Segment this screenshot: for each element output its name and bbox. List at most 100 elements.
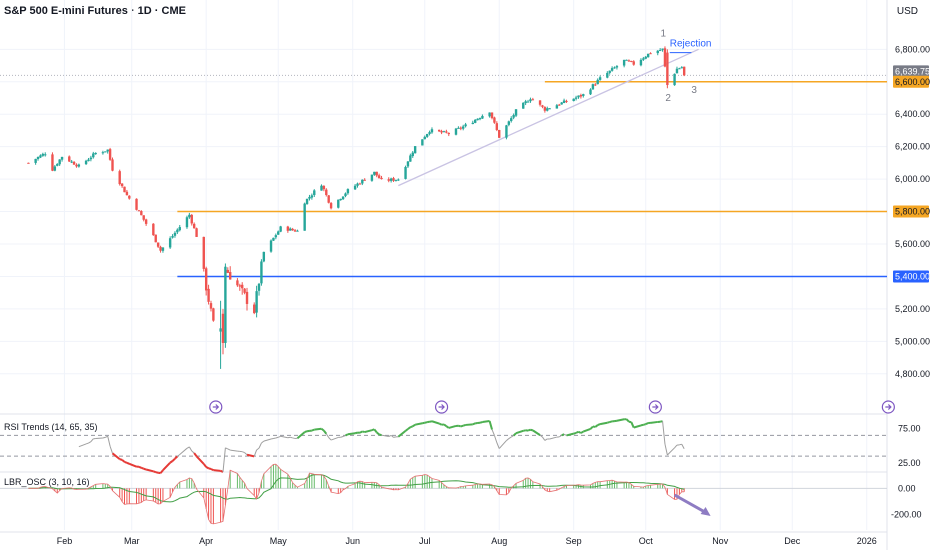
- rsi-segment: [140, 466, 145, 470]
- candle: [425, 133, 429, 138]
- candle: [291, 227, 294, 231]
- candle-body: [363, 179, 366, 181]
- candle-body: [644, 56, 647, 59]
- candle-body: [137, 210, 141, 212]
- candle: [161, 247, 165, 253]
- x-tick-label: Apr: [199, 536, 213, 546]
- candle-body: [437, 129, 441, 132]
- candle-body: [108, 149, 112, 160]
- candle-body: [615, 66, 619, 68]
- rsi-segment: [107, 436, 111, 447]
- rsi-segment: [354, 431, 358, 435]
- candle: [591, 83, 595, 90]
- candle-body: [454, 128, 458, 135]
- candle: [531, 97, 535, 101]
- candle: [380, 175, 383, 180]
- rsi-segment: [458, 424, 462, 428]
- candle: [546, 106, 549, 112]
- candle: [411, 151, 414, 158]
- rsi-segment: [510, 435, 514, 438]
- rsi-segment: [280, 435, 288, 439]
- y-tick-label: 6,400.00: [895, 109, 930, 119]
- candle: [156, 242, 160, 249]
- x-tick-label: Oct: [639, 536, 654, 546]
- rsi-segment: [242, 451, 245, 454]
- candle-body: [413, 146, 417, 154]
- candle-body: [442, 131, 446, 133]
- event-arrow: [212, 404, 220, 410]
- rsi-segment: [85, 442, 89, 445]
- candle-body: [630, 60, 633, 62]
- candle: [296, 229, 299, 232]
- candle-body: [118, 171, 121, 185]
- candle: [481, 114, 484, 119]
- candle-body: [339, 198, 342, 201]
- candle-body: [238, 285, 242, 287]
- candle: [344, 192, 347, 198]
- rsi-segment: [347, 432, 356, 436]
- rsi-segment: [325, 433, 330, 438]
- candle: [286, 225, 290, 233]
- candle: [613, 66, 616, 69]
- candle: [649, 52, 652, 55]
- candle-body: [255, 291, 258, 313]
- rsi-segment: [359, 430, 363, 434]
- candle-body: [666, 52, 669, 86]
- rsi-segment: [102, 436, 106, 439]
- candle-body: [152, 223, 155, 236]
- rsi-segment: [261, 440, 265, 444]
- candle-body: [639, 59, 643, 66]
- rsi-segment: [213, 469, 221, 472]
- rsi-segment: [645, 422, 649, 426]
- candle: [277, 230, 280, 235]
- rsi-tick-label: 25.00: [898, 458, 921, 468]
- x-tick-label: Sep: [566, 536, 582, 546]
- rsi-segment: [561, 433, 565, 437]
- candle-body: [471, 122, 475, 125]
- candle-body: [476, 118, 479, 121]
- candle-body: [656, 50, 659, 54]
- candle-body: [243, 288, 246, 293]
- candle-body: [675, 68, 679, 74]
- rsi-segment: [290, 436, 293, 439]
- candle-body: [94, 152, 97, 155]
- candle: [329, 201, 333, 210]
- candle: [397, 178, 400, 181]
- event-marker-icon: [648, 400, 662, 414]
- rsi-segment: [95, 437, 103, 439]
- candle-body: [627, 60, 631, 62]
- candle: [610, 66, 614, 72]
- rsi-segment: [640, 423, 644, 427]
- candle-body: [663, 48, 667, 67]
- candle: [524, 99, 527, 106]
- rsi-segment: [630, 421, 635, 428]
- candle: [94, 152, 97, 155]
- candle-body: [75, 164, 78, 167]
- rsi-segment: [205, 466, 210, 470]
- candle: [404, 165, 407, 180]
- candle-body: [594, 84, 597, 86]
- candle-body: [320, 185, 323, 191]
- candle: [269, 239, 273, 253]
- candle-body: [526, 101, 530, 103]
- rsi-segment: [599, 421, 608, 426]
- rsi-segment: [559, 434, 562, 438]
- candle-body: [176, 229, 179, 233]
- rsi-segment: [275, 436, 279, 439]
- candle-body: [125, 191, 129, 196]
- rsi-segment: [126, 461, 130, 465]
- rsi-segment: [111, 452, 121, 460]
- rsi-segment: [410, 425, 414, 429]
- candle: [325, 188, 328, 197]
- candle: [510, 116, 513, 123]
- rsi-segment: [119, 458, 123, 461]
- candle: [255, 285, 258, 318]
- candle-body: [36, 157, 40, 160]
- candle: [84, 159, 88, 166]
- rsi-tick-label: 75.00: [898, 423, 921, 433]
- candle-body: [140, 211, 143, 216]
- candle: [447, 132, 450, 137]
- candle-body: [173, 232, 177, 236]
- rsi-segment: [328, 437, 332, 441]
